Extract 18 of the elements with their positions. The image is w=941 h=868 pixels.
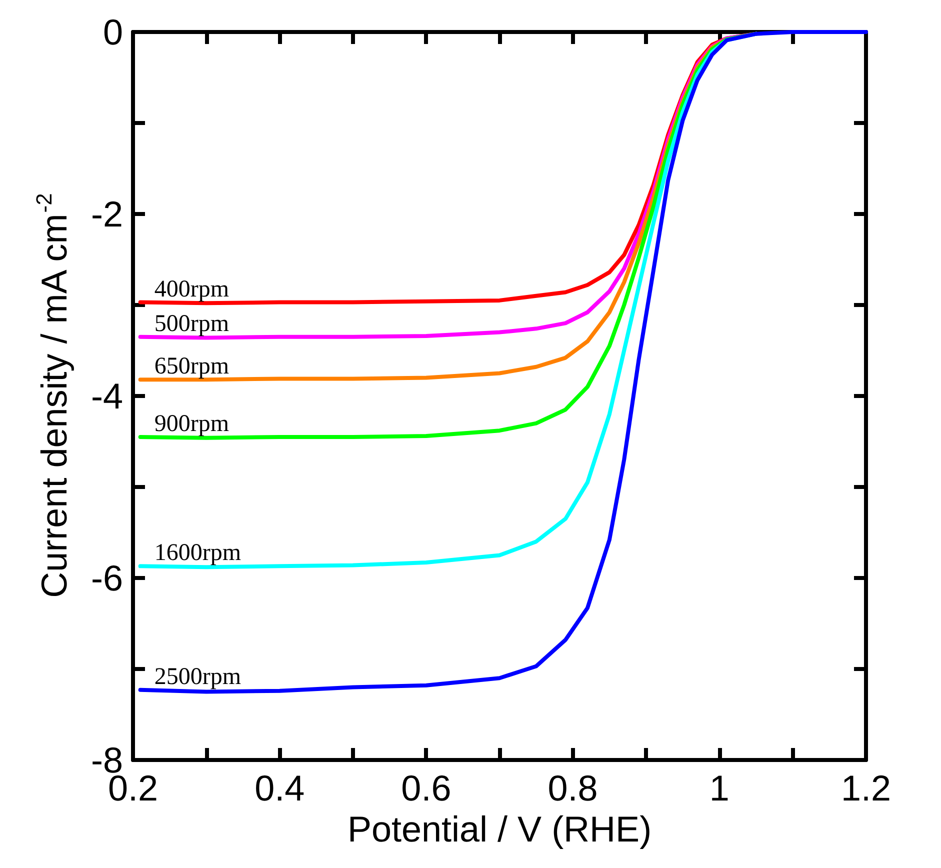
- series-label: 2500rpm: [154, 664, 242, 690]
- x-axis-title: Potential / V (RHE): [347, 808, 652, 850]
- x-tick-label: 1.2: [840, 768, 892, 808]
- x-tick-label: 0.4: [254, 768, 305, 808]
- line-series: [138, 30, 868, 694]
- y-tick-label: -2: [90, 194, 123, 234]
- series-label: 1600rpm: [154, 540, 242, 566]
- x-tick-label: 0.8: [548, 768, 598, 808]
- x-tick-label: 1: [709, 768, 730, 808]
- y-tick-label: -6: [90, 558, 123, 598]
- series-label: 400rpm: [154, 276, 230, 302]
- series-label: 650rpm: [154, 354, 230, 380]
- y-tick-label: 0: [102, 12, 123, 52]
- y-axis-title: Current density / mA cm-2: [32, 193, 74, 598]
- series-label: 900rpm: [154, 410, 230, 437]
- y-tick-label: -4: [90, 376, 123, 416]
- series-label: 500rpm: [154, 310, 230, 337]
- x-tick-label: 0.6: [401, 768, 452, 808]
